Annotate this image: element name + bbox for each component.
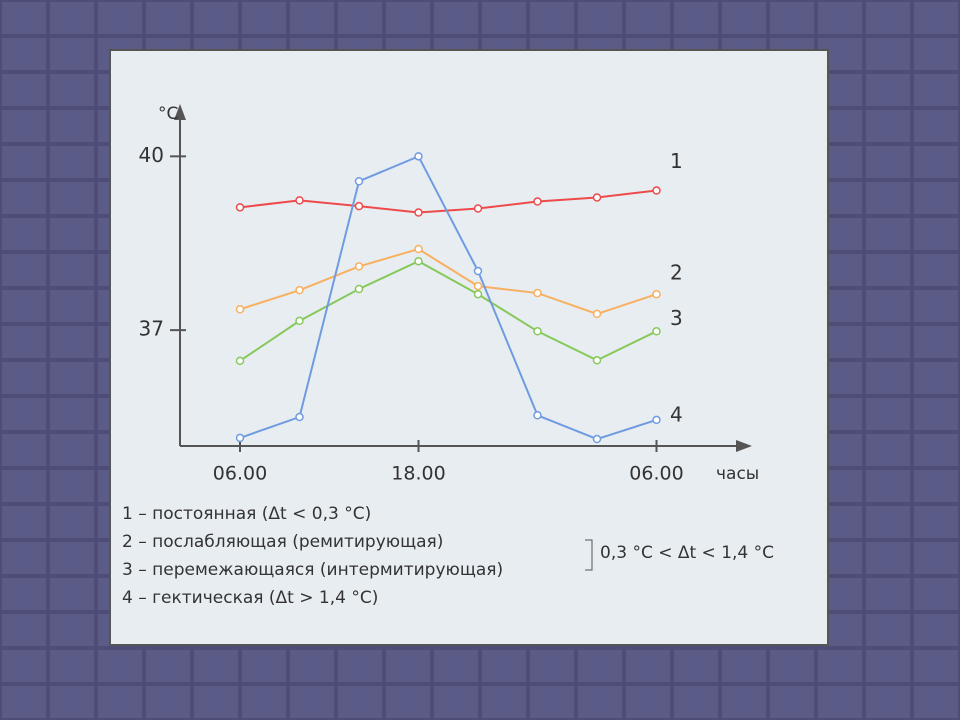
note: 3 – перемежающаяся (интермитирующая) [122, 560, 503, 580]
point [592, 356, 602, 365]
point [235, 203, 245, 212]
y-arrow [174, 104, 186, 120]
point [473, 289, 483, 299]
point [533, 327, 542, 336]
bracket-note: 0,3 °C < Δt < 1,4 °C [600, 543, 774, 563]
note: 1 – постоянная (Δt < 0,3 °C) [122, 504, 371, 524]
point [295, 412, 304, 422]
point [354, 201, 364, 211]
point [354, 177, 364, 186]
series-line [239, 247, 657, 315]
point [354, 284, 364, 294]
bracket [585, 539, 593, 571]
point [235, 433, 245, 443]
point [235, 305, 245, 314]
point [473, 281, 483, 291]
point [592, 193, 602, 202]
y-tick-label: 37 [139, 317, 164, 341]
point [652, 327, 661, 336]
point [652, 415, 661, 425]
point [414, 208, 423, 217]
x-tick-label: 06.00 [213, 463, 267, 485]
point [533, 411, 542, 420]
point [473, 204, 483, 213]
point [414, 244, 423, 254]
series-label: 4 [670, 402, 683, 426]
x-axis-label: часы [716, 464, 759, 484]
x-tick-label: 06.00 [629, 463, 683, 485]
x-tick-label: 18.00 [391, 463, 445, 485]
point [652, 289, 661, 299]
point [592, 434, 602, 444]
series-line [239, 155, 657, 441]
series-label: 3 [670, 306, 683, 330]
point [533, 197, 542, 206]
point [414, 152, 423, 161]
y-tick-label: 40 [139, 143, 164, 167]
point [592, 309, 602, 319]
series-line [239, 189, 657, 214]
point [235, 356, 245, 366]
point [533, 288, 542, 298]
note: 4 – гектическая (Δt > 1,4 °C) [122, 588, 378, 608]
point [295, 316, 304, 326]
point [652, 186, 661, 195]
series-label: 2 [670, 261, 683, 285]
point [473, 266, 483, 276]
note: 2 – послабляющая (ремитирующая) [122, 532, 443, 552]
chart-card [109, 49, 829, 646]
point [295, 196, 304, 205]
x-arrow [736, 440, 752, 452]
series-label: 1 [670, 149, 683, 173]
point [295, 285, 304, 295]
point [354, 262, 364, 271]
y-axis-label: °C [158, 104, 178, 124]
point [414, 256, 423, 266]
plot: °C часы 0,3 °C < Δt < 1,4 °C [158, 104, 774, 571]
series-line [239, 260, 657, 362]
